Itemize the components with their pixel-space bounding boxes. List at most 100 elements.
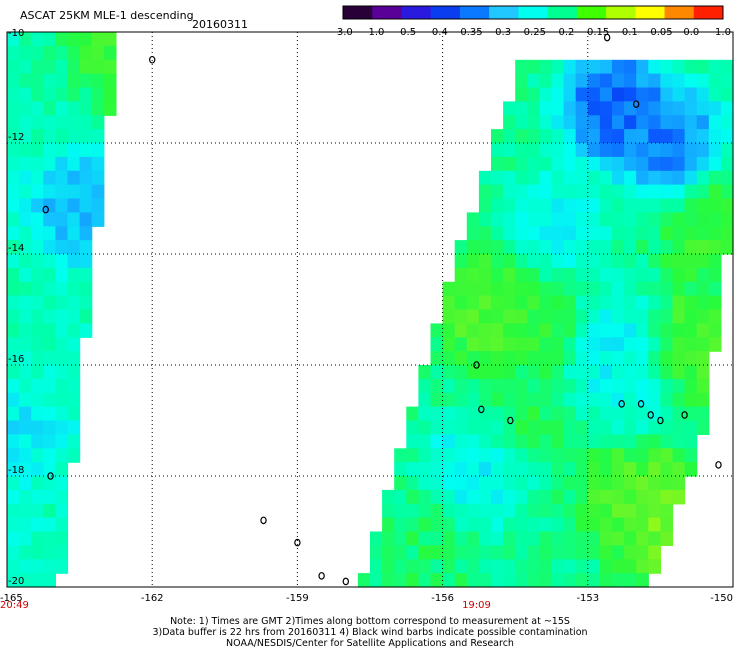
data-cell	[587, 87, 601, 102]
data-cell	[612, 295, 625, 311]
data-cell	[612, 129, 625, 144]
data-cell	[587, 573, 601, 588]
data-cell	[466, 434, 480, 449]
data-cell	[418, 545, 432, 560]
data-cell	[599, 198, 613, 213]
data-cell	[539, 503, 553, 519]
data-cell	[648, 73, 661, 89]
data-cell	[31, 87, 44, 102]
data-cell	[660, 392, 674, 408]
data-cell	[79, 184, 93, 200]
data-cell	[55, 87, 69, 102]
data-cell	[527, 351, 540, 366]
data-cell	[563, 351, 577, 366]
data-cell	[7, 170, 20, 186]
data-cell	[67, 212, 81, 227]
data-cell	[7, 337, 20, 352]
data-cell	[503, 101, 516, 116]
data-cell	[478, 323, 492, 338]
data-cell	[551, 337, 565, 352]
data-cell	[91, 170, 105, 186]
data-cell	[587, 531, 601, 546]
data-cell	[515, 212, 528, 227]
data-cell	[7, 434, 20, 449]
data-cell	[503, 143, 516, 158]
data-cell	[430, 531, 444, 546]
data-cell	[67, 129, 81, 144]
data-cell	[599, 115, 613, 130]
data-cell	[612, 573, 625, 588]
data-cell	[648, 267, 661, 283]
data-cell	[612, 101, 625, 116]
data-cell	[31, 503, 44, 519]
data-cell	[587, 462, 601, 477]
data-cell	[503, 212, 516, 227]
data-cell	[442, 448, 456, 463]
data-cell	[491, 448, 504, 463]
data-cell	[660, 240, 674, 255]
data-cell	[503, 503, 516, 519]
data-cell	[527, 420, 540, 435]
data-cell	[624, 503, 637, 519]
data-cell	[660, 420, 674, 435]
data-cell	[79, 101, 93, 116]
data-cell	[418, 420, 432, 435]
data-cell	[720, 73, 734, 89]
data-cell	[79, 295, 93, 311]
data-cell	[442, 295, 456, 311]
data-cell	[551, 143, 565, 158]
data-cell	[696, 378, 710, 394]
data-cell	[660, 531, 674, 546]
data-cell	[563, 448, 577, 463]
data-cell	[708, 309, 722, 324]
colorbar-label: -0.15	[583, 27, 609, 38]
data-cell	[599, 406, 613, 422]
data-cell	[406, 448, 419, 463]
data-cell	[648, 115, 661, 130]
data-cell	[648, 378, 661, 394]
data-cell	[684, 129, 698, 144]
data-cell	[563, 143, 577, 158]
data-cell	[430, 434, 444, 449]
data-cell	[79, 212, 93, 227]
data-cell	[587, 489, 601, 505]
data-cell	[575, 531, 589, 546]
data-cell	[624, 573, 637, 588]
data-cell	[708, 267, 722, 283]
data-cell	[442, 545, 456, 560]
data-cell	[672, 73, 686, 89]
data-cell	[648, 101, 661, 116]
data-cell	[648, 212, 661, 227]
data-cell	[79, 45, 93, 61]
data-cell	[612, 517, 625, 533]
data-cell	[478, 198, 492, 213]
data-cell	[587, 129, 601, 144]
data-cell	[599, 489, 613, 505]
data-cell	[599, 573, 613, 588]
data-cell	[454, 531, 468, 546]
data-cell	[708, 184, 722, 200]
data-cell	[575, 184, 589, 200]
data-cell	[454, 392, 468, 408]
data-cell	[624, 517, 637, 533]
data-cell	[466, 531, 480, 546]
data-cell	[648, 365, 661, 380]
data-cell	[599, 365, 613, 380]
data-cell	[67, 309, 81, 324]
data-cell	[515, 378, 528, 394]
data-cell	[55, 448, 69, 463]
data-cell	[503, 489, 516, 505]
data-cell	[587, 240, 601, 255]
data-cell	[67, 87, 81, 102]
data-cell	[55, 517, 69, 533]
data-cell	[43, 351, 56, 366]
data-cell	[539, 212, 553, 227]
data-cell	[491, 531, 504, 546]
data-cell	[79, 240, 93, 255]
data-cell	[527, 115, 540, 130]
data-cell	[551, 198, 565, 213]
data-cell	[672, 337, 686, 352]
data-cell	[648, 87, 661, 102]
data-cell	[563, 226, 577, 241]
data-cell	[466, 281, 480, 297]
